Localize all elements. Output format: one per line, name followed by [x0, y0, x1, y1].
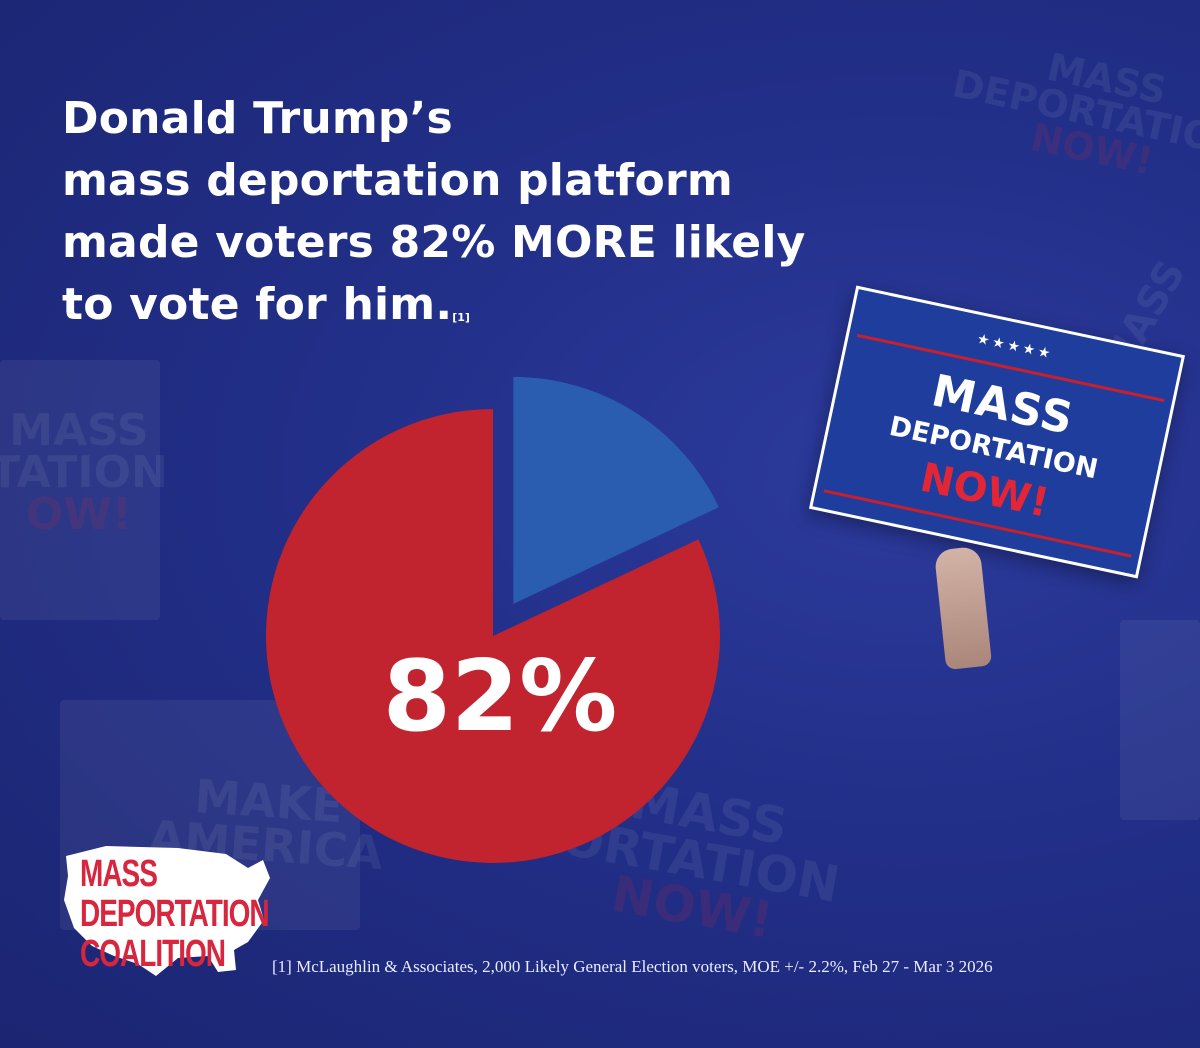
footnote-marker: [1] — [452, 311, 470, 324]
headline-line-2: mass deportation platform — [62, 155, 733, 206]
logo-line-1: MASS — [80, 852, 158, 894]
headline: Donald Trump’s mass deportation platform… — [62, 88, 806, 347]
footnote: [1] McLaughlin & Associates, 2,000 Likel… — [272, 957, 993, 976]
headline-line-1: Donald Trump’s — [62, 93, 453, 144]
background-sign — [0, 360, 160, 620]
background-sign — [1120, 620, 1200, 820]
usa-map-icon — [64, 846, 270, 976]
logo-line-2: DEPORTATION — [80, 892, 270, 934]
pie-center-label: 82% — [383, 640, 618, 754]
logo-line-3: COALITION — [80, 932, 226, 974]
pie-slice-more-likely — [265, 409, 720, 863]
headline-line-4: to vote for him. — [62, 279, 453, 330]
pie-slice-remainder — [513, 376, 719, 604]
coalition-logo: MASS DEPORTATION COALITION — [58, 838, 273, 978]
background-sign-text: MASS TATION OW! — [0, 405, 168, 540]
headline-line-3: made voters 82% MORE likely — [62, 217, 806, 268]
